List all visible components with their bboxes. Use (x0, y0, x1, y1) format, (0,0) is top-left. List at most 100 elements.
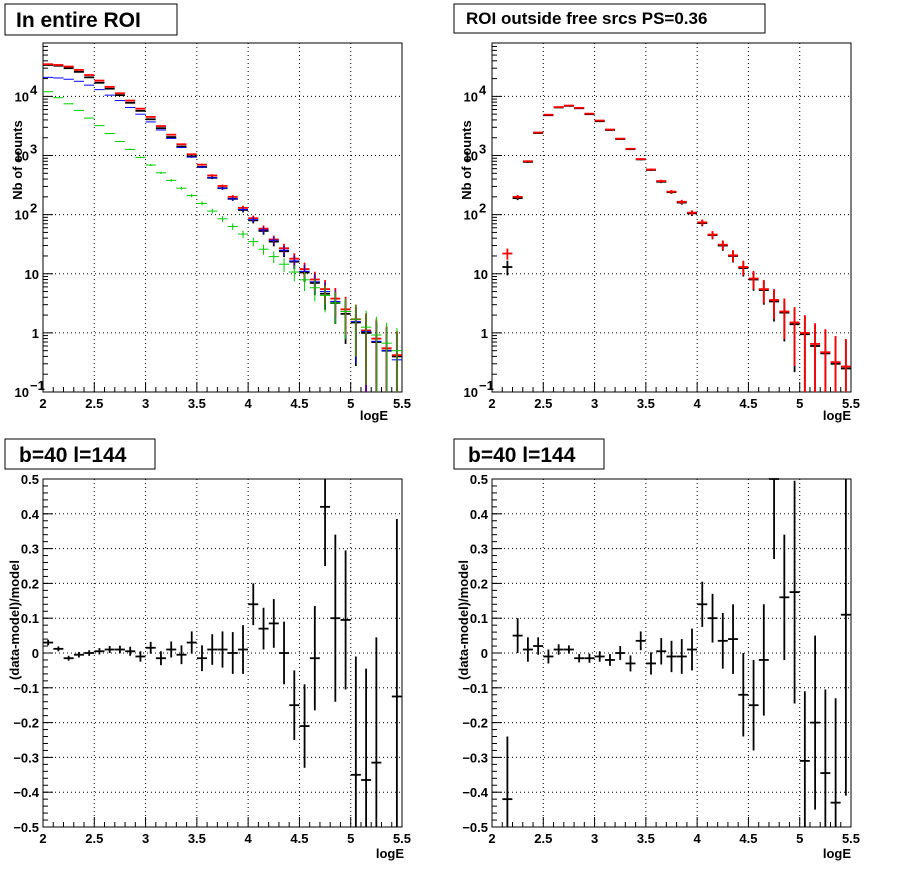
x-tick-label: 2.5 (534, 396, 552, 411)
y-axis-label: (data-model)/model (456, 560, 471, 680)
x-axis-label: logE (823, 846, 851, 861)
x-tick-label: 5.5 (393, 396, 411, 411)
y-axis-label: Nb of counts (10, 120, 25, 199)
y-tick-label: −0.2 (13, 716, 39, 731)
x-tick-label: 2.5 (85, 396, 103, 411)
y-tick-label: 10 (15, 89, 29, 104)
y-tick-label: 10 (15, 149, 29, 164)
y-tick-label: 0.1 (470, 611, 488, 626)
y-tick-exponent: 4 (479, 82, 487, 97)
title-box (4, 3, 178, 36)
y-tick-label: 10 (15, 385, 29, 400)
x-tick-label: 4.5 (739, 831, 757, 846)
x-tick-label: 4 (245, 831, 253, 846)
x-tick-label: 2 (39, 396, 46, 411)
y-tick-label: 10 (15, 208, 29, 223)
y-tick-label: 10 (25, 267, 39, 282)
x-tick-label: 5 (347, 831, 354, 846)
x-tick-label: 5.5 (842, 396, 860, 411)
x-tick-label: 3.5 (637, 396, 655, 411)
y-tick-label: −0.1 (462, 681, 488, 696)
y-tick-exponent: 3 (30, 142, 37, 157)
x-tick-label: 4 (694, 831, 702, 846)
data-marks (502, 104, 851, 392)
x-tick-label: 3 (591, 396, 598, 411)
x-tick-label: 3 (142, 396, 149, 411)
panel-title: b=40 l=144 (19, 444, 127, 467)
x-tick-label: 5.5 (393, 831, 411, 846)
y-tick-label: 0.4 (21, 507, 40, 522)
plot-frame (491, 42, 852, 393)
y-tick-label: 10 (474, 267, 488, 282)
y-tick-label: 1 (32, 326, 39, 341)
x-tick-label: 5.5 (842, 831, 860, 846)
y-tick-label: 10 (464, 89, 478, 104)
axes: 2 2.5 3 3.5 4 4.5 5 5.5 −0.5 −0.4 −0.3 −0.2 −0.1 0 0.1… (13, 472, 411, 846)
y-tick-exponent: 3 (479, 142, 486, 157)
x-tick-label: 3.5 (637, 831, 655, 846)
x-axis-label: logE (823, 408, 851, 423)
x-tick-label: 3 (142, 831, 149, 846)
y-tick-label: 0.4 (470, 507, 489, 522)
y-tick-label: 0.5 (470, 472, 488, 487)
x-tick-label: 5 (796, 831, 803, 846)
x-axis-label: logE (360, 408, 388, 423)
y-tick-exponent: 2 (30, 201, 37, 216)
y-tick-label: 1 (481, 326, 488, 341)
data-marks (502, 478, 851, 827)
y-tick-label: 0.2 (470, 576, 488, 591)
y-tick-label: −0.4 (13, 785, 39, 800)
y-tick-label: 10 (464, 149, 478, 164)
y-tick-exponent: 2 (479, 201, 486, 216)
y-tick-label: 10 (464, 208, 478, 223)
x-tick-label: 4 (245, 396, 253, 411)
y-tick-label: 10 (464, 385, 478, 400)
x-tick-label: 2 (488, 396, 495, 411)
x-tick-label: 4.5 (739, 396, 757, 411)
x-axis-label: logE (376, 846, 404, 861)
title-box (453, 3, 766, 34)
y-tick-label: −0.5 (13, 820, 39, 835)
panel-title: ROI outside free srcs PS=0.36 (466, 9, 707, 28)
y-tick-label: −0.4 (462, 785, 488, 800)
y-tick-label: 0.3 (21, 542, 39, 557)
axes: 2 2.5 3 3.5 4 4.5 5 5.5 −0.5 −0.4 −0.3 −0.2 −0.1 0 0.1… (462, 472, 860, 846)
x-tick-label: 4.5 (290, 396, 308, 411)
y-tick-label: 0.3 (470, 542, 488, 557)
x-tick-label: 2 (488, 831, 495, 846)
y-tick-label: −0.3 (13, 750, 39, 765)
y-axis-label: Nb of counts (459, 120, 474, 199)
x-tick-label: 5 (796, 396, 803, 411)
y-tick-label: −0.2 (462, 716, 488, 731)
panel-title: b=40 l=144 (468, 444, 576, 467)
y-tick-exponent: 4 (30, 82, 38, 97)
x-tick-label: 3.5 (188, 831, 206, 846)
y-tick-label: 0.5 (21, 472, 39, 487)
panel-residuals-left: 2 2.5 3 3.5 4 4.5 5 5.5 −0.5 −0.4 −0.3 −0.2 −0.1 0 0.1… (4, 438, 411, 861)
data-marks (43, 479, 402, 827)
x-tick-label: 3 (591, 831, 598, 846)
y-tick-exponent: −1 (30, 378, 45, 393)
y-tick-label: −0.3 (462, 750, 488, 765)
title-box (453, 438, 605, 470)
x-tick-label: 2.5 (85, 831, 103, 846)
data-marks (43, 63, 402, 392)
x-tick-label: 2.5 (534, 831, 552, 846)
x-tick-label: 2 (39, 831, 46, 846)
x-tick-label: 5 (347, 396, 354, 411)
y-tick-exponent: −1 (479, 378, 494, 393)
title-box (4, 438, 156, 470)
x-tick-label: 3.5 (188, 396, 206, 411)
y-tick-label: −0.5 (462, 820, 488, 835)
y-tick-label: 0 (481, 646, 488, 661)
y-tick-label: −0.1 (13, 681, 39, 696)
y-tick-label: 0.2 (21, 576, 39, 591)
panel-title: In entire ROI (16, 9, 141, 32)
x-tick-label: 4 (694, 396, 702, 411)
y-axis-label: (data-model)/model (7, 560, 22, 680)
